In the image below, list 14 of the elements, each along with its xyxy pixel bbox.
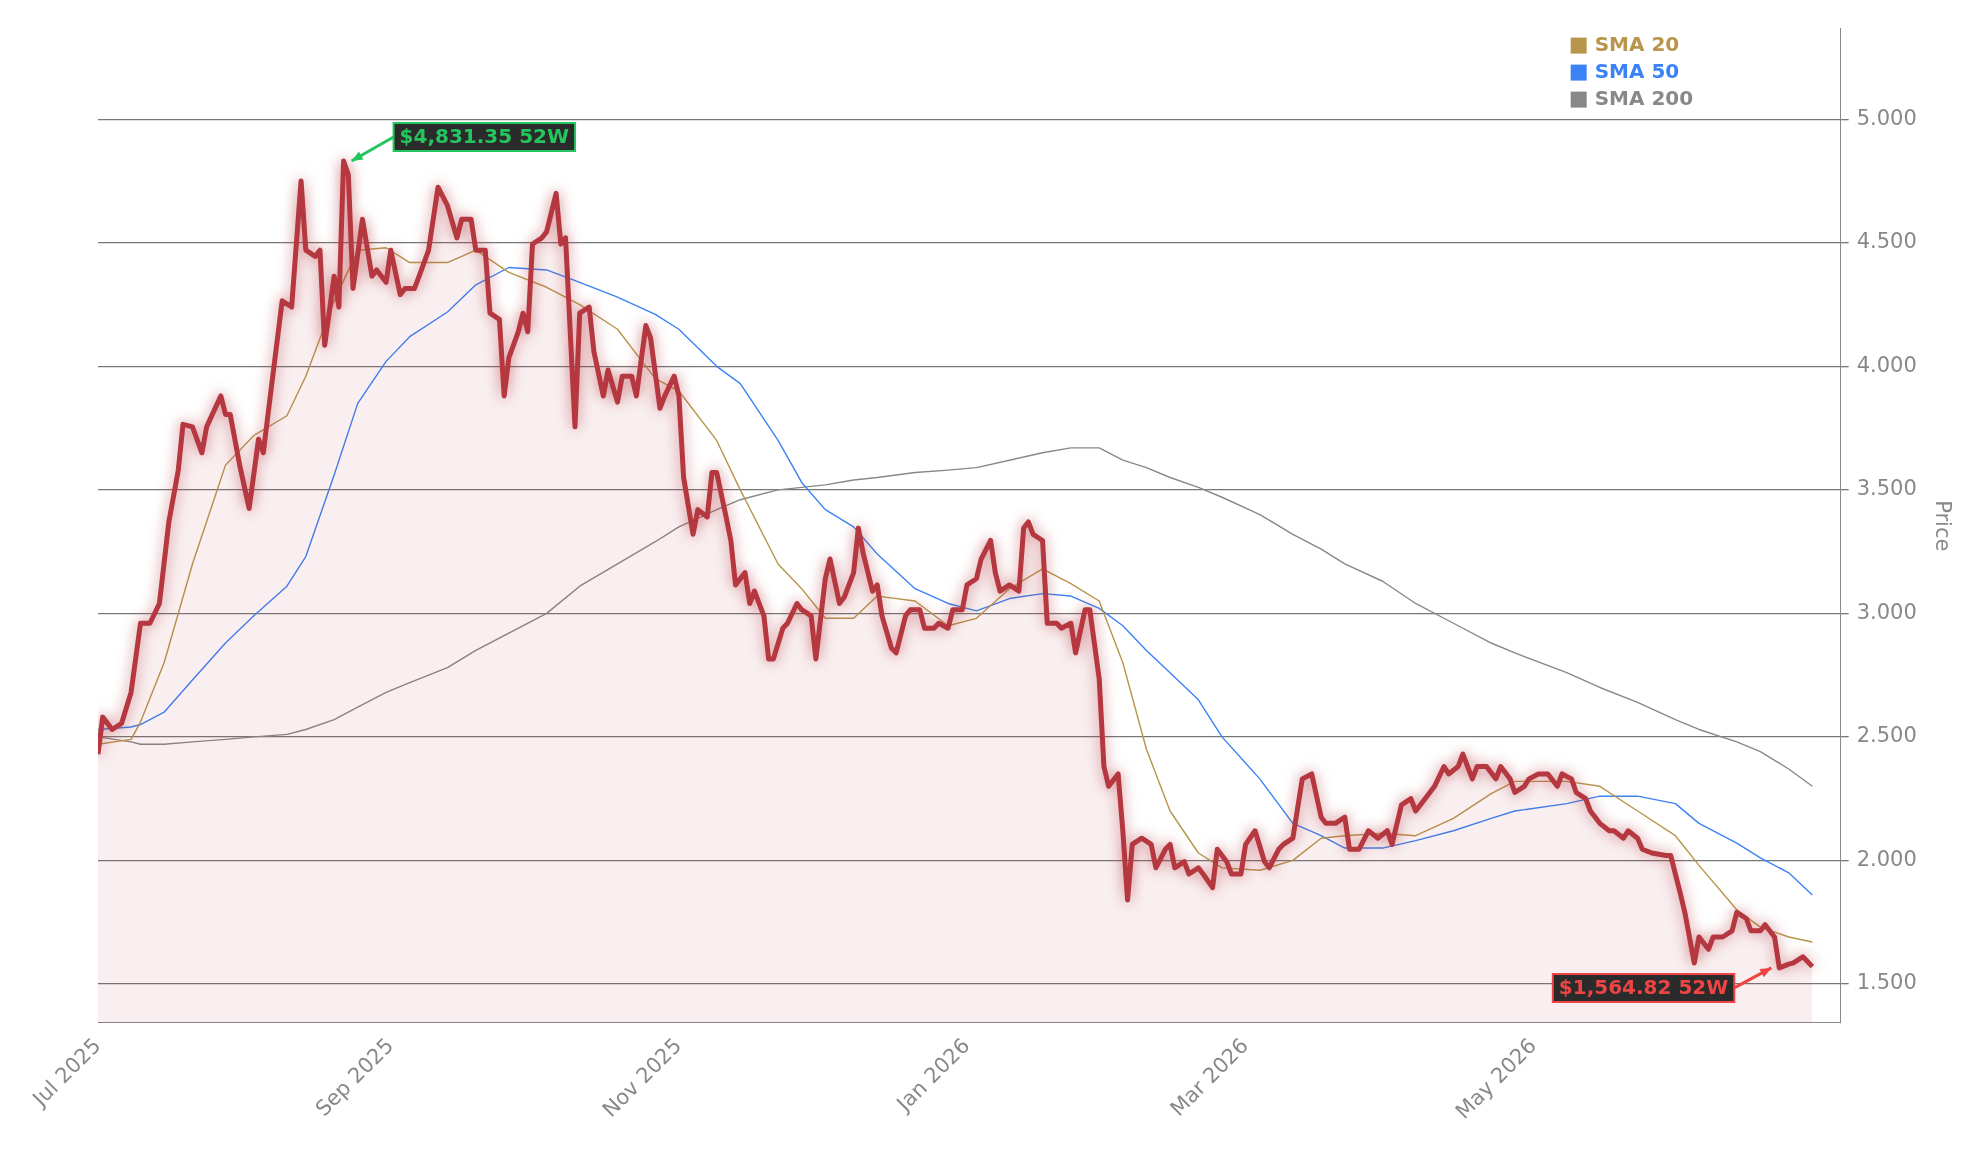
y-tick-label: 4.000: [1856, 352, 1917, 377]
legend-label: SMA 50: [1594, 58, 1680, 83]
y-tick-label: 3.000: [1856, 599, 1917, 624]
legend-label: SMA 20: [1594, 31, 1680, 56]
y-tick-label: 2.500: [1856, 723, 1917, 748]
annotation: $1,564.82 52W: [1558, 975, 1729, 1000]
y-tick-label: 4.500: [1856, 229, 1917, 254]
y-tick-label: 3.500: [1856, 476, 1917, 501]
y-tick-label: 2.000: [1856, 846, 1917, 871]
legend-label: SMA 200: [1594, 85, 1694, 110]
y-tick-label: 1.500: [1856, 970, 1917, 995]
y-axis-title: Price: [1930, 500, 1955, 552]
annotation: $4,831.35 52W: [399, 124, 570, 149]
y-tick-label: 5.000: [1856, 105, 1917, 130]
